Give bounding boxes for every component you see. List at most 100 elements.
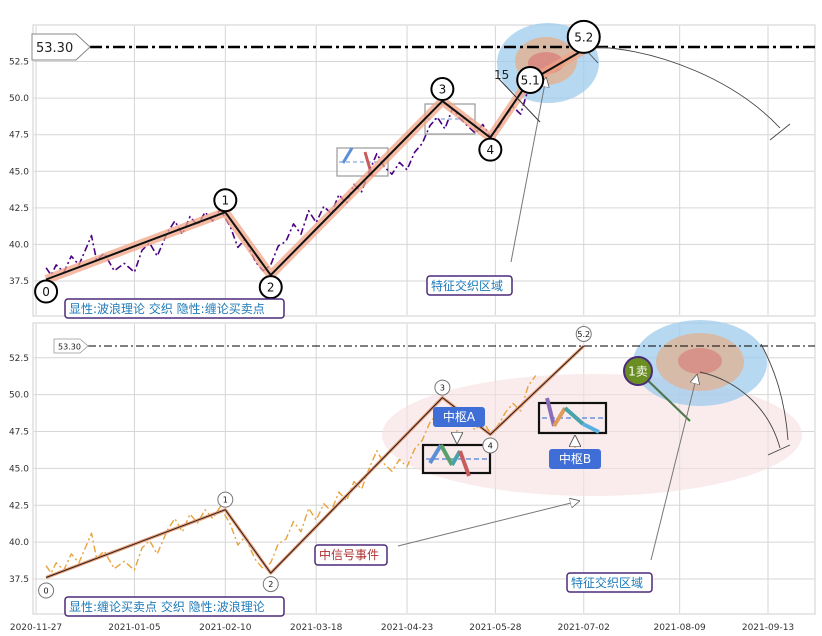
bottom-zhongshu-b-stroke-purple: [545, 397, 556, 427]
top-wave-marker: 4: [478, 137, 503, 162]
bottom-zhongshu-a-box: [421, 443, 492, 475]
bottom-projection-arc: [760, 343, 789, 441]
bottom-y-ticks: 37.5 40.0 42.5 45.0 47.5 50.0 52.5: [9, 354, 29, 585]
bottom-wave-lines: [45, 344, 585, 579]
top-wave-marker-label: 5.1: [521, 74, 540, 88]
top-wave-marker-label: 5.2: [574, 30, 593, 44]
top-projection-tick: [769, 123, 791, 141]
bottom-y-tick-label: 47.5: [9, 428, 29, 438]
bottom-reference-label: 53.30: [58, 343, 81, 352]
bottom-wave-marker-label: 2: [268, 580, 273, 589]
top-y-tick-label: 52.5: [9, 58, 29, 68]
bottom-zhongshu-a-label: 中枢A: [433, 407, 485, 427]
bottom-wave-marker: 2: [262, 576, 279, 593]
bottom-wave-marker: 5.2: [575, 325, 592, 342]
bottom-zhongshu-a-stroke-teal: [450, 450, 462, 466]
bottom-sell-signal: 1卖: [623, 356, 653, 386]
bottom-x-tick-label: 2021-02-10: [199, 623, 252, 633]
bottom-x-tick-label: 2021-08-09: [653, 623, 706, 633]
bottom-x-tick-label: 2020-11-27: [10, 623, 62, 633]
top-y-tick-label: 47.5: [9, 131, 29, 141]
top-arrow-to-region: [510, 78, 546, 263]
bottom-x-tick-label: 2021-04-23: [381, 623, 433, 633]
top-y-tick-label: 50.0: [9, 94, 29, 104]
top-gridlines: [34, 26, 814, 315]
bottom-wave-marker-label: 0: [44, 587, 49, 596]
top-wave-marker: 1: [213, 188, 238, 213]
bottom-wave-marker: 3: [434, 379, 451, 396]
bottom-wave-marker-label: 3: [440, 384, 445, 393]
top-wave-markers: 0 1 2 3 4 5.1 5.2: [34, 19, 601, 304]
top-mode-label: 显性:波浪理论 交织 隐性:缠论买卖点: [64, 298, 285, 319]
bottom-price-series: [45, 375, 537, 574]
bottom-wave-marker-label: 1: [223, 496, 228, 505]
top-wave-marker-label: 1: [221, 194, 229, 208]
bottom-wave-marker-label: 4: [488, 441, 493, 450]
bottom-y-tick-label: 40.0: [9, 538, 29, 548]
bottom-x-tick-label: 2021-01-05: [108, 623, 160, 633]
top-y-ticks: 37.5 40.0 42.5 45.0 47.5 50.0 52.5: [9, 58, 29, 287]
top-wave-marker: 0: [34, 279, 59, 304]
bottom-zhongshu-b-label: 中枢B: [549, 449, 601, 469]
bottom-price-line: [45, 375, 537, 574]
top-wave-marker: 5.2: [566, 19, 601, 54]
bottom-y-tick-label: 52.5: [9, 354, 29, 364]
top-wave-marker-label: 2: [267, 281, 275, 295]
bottom-y-tick-label: 37.5: [9, 575, 29, 585]
top-wave-marker: 5.1: [516, 66, 545, 95]
bottom-x-tick-label: 2021-07-02: [558, 623, 610, 633]
bottom-y-tick-label: 42.5: [9, 501, 29, 511]
top-y-tick-label: 42.5: [9, 204, 29, 214]
top-wave-marker-label: 3: [439, 83, 447, 97]
top-wave-marker: 3: [430, 77, 455, 102]
bottom-projection-tick: [767, 444, 791, 456]
bottom-x-tick-label: 2021-03-18: [290, 623, 343, 633]
bottom-zhongshu-a-stroke-red: [458, 450, 471, 477]
bottom-wave-marker-label: 5.2: [577, 330, 590, 339]
top-mode-label-text: 显性:波浪理论 交织 隐性:缠论买卖点: [69, 301, 265, 316]
bottom-sell-signal-label: 1卖: [628, 365, 648, 379]
top-wave-marker-label: 0: [42, 285, 50, 299]
bottom-signal-event-label-text: 中信号事件: [319, 547, 379, 562]
bottom-reference-flag: [53, 338, 89, 354]
bottom-arrow-to-region: [650, 375, 697, 561]
bottom-zhongshu-a-label-text: 中枢A: [443, 409, 476, 424]
top-y-tick-label: 40.0: [9, 240, 29, 250]
bottom-interweave-core: [678, 348, 722, 374]
bottom-wave-marker: 0: [38, 582, 55, 599]
bottom-y-tick-label: 45.0: [9, 464, 29, 474]
bottom-mode-label: 显性:缠论买卖点 交织 隐性:波浪理论: [64, 596, 285, 617]
top-extra-label-15: 15: [494, 68, 509, 82]
bottom-interweave-label: 特征交织区域: [566, 572, 653, 593]
bottom-zhongshu-b-label-text: 中枢B: [559, 451, 591, 466]
bottom-signal-event-label: 中信号事件: [314, 544, 388, 566]
bottom-wave-line: [45, 345, 585, 578]
bottom-x-tick-label: 2021-09-13: [742, 623, 794, 633]
bottom-zhongshu-a-stroke-blue: [428, 443, 443, 465]
top-interweave-label-text: 特征交织区域: [431, 278, 503, 293]
top-zhongshu-a-stroke-blue: [341, 147, 354, 164]
top-interweave-label: 特征交织区域: [426, 275, 513, 296]
bottom-projection-arc-2: [699, 371, 781, 449]
bottom-zhongshu-b-stroke-blue: [582, 422, 600, 434]
bottom-wave-marker: 1: [217, 491, 234, 508]
top-panel: 37.5 40.0 42.5 45.0 47.5 50.0 52.5 53.30 0 1 2 3 4…: [9, 19, 816, 319]
bottom-wave-marker: 4: [482, 437, 499, 454]
bottom-zhongshu-a-stroke-green: [439, 444, 454, 466]
top-y-tick-label: 37.5: [9, 277, 29, 287]
bottom-mode-label-text: 显性:缠论买卖点 交织 隐性:波浪理论: [69, 599, 265, 614]
top-y-tick-label: 45.0: [9, 167, 29, 177]
top-wave-marker: 2: [258, 275, 283, 300]
top-wave-marker-label: 4: [487, 143, 495, 157]
bottom-interweave-label-text: 特征交织区域: [571, 575, 643, 590]
bottom-x-ticks: 2020-11-27 2021-01-05 2021-02-10 2021-03-18…: [10, 623, 794, 633]
top-reference-label: 53.30: [36, 41, 73, 56]
bottom-y-tick-label: 50.0: [9, 391, 29, 401]
bottom-zhongshu-b-box: [537, 401, 608, 435]
top-plot-frame: [32, 24, 816, 317]
bottom-panel: 37.540.042.545.047.550.052.5 2020-11-27 2…: [9, 320, 816, 633]
top-arrow-small: [497, 77, 541, 123]
bottom-wave-markers: 0 1 2 3 4 5.2: [38, 325, 592, 599]
bottom-arrow-signal: [397, 501, 579, 547]
